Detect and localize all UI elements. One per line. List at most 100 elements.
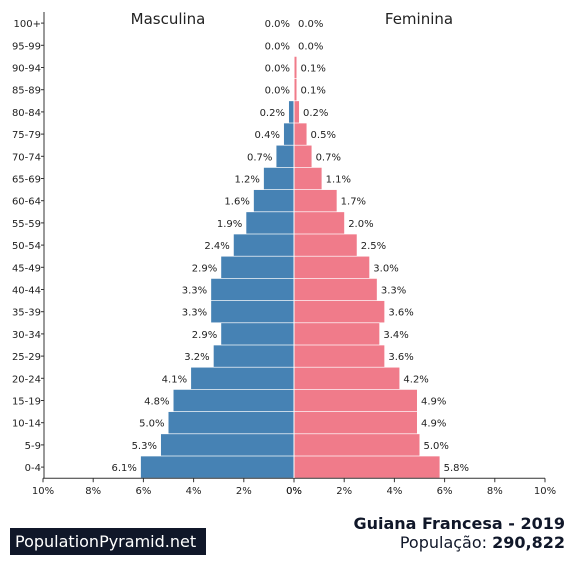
data-label-feminina: 3.6% <box>388 352 413 363</box>
y-tick-label: 20-24 <box>12 374 41 385</box>
y-tick-label: 80-84 <box>12 108 41 119</box>
data-label-feminina: 5.8% <box>444 463 469 474</box>
chart-country-year: Guiana Francesa - 2019 <box>353 514 565 533</box>
bar-feminina <box>294 323 380 345</box>
bar-masculina <box>233 234 294 256</box>
bar-masculina <box>140 456 294 478</box>
x-tick-label: 6% <box>437 486 453 497</box>
y-tick-label: 50-54 <box>12 241 41 252</box>
bar-feminina <box>294 189 337 212</box>
bar-feminina <box>294 256 370 279</box>
population-line: População: 290,822 <box>400 533 565 552</box>
data-label-feminina: 2.0% <box>348 219 373 230</box>
bar-feminina <box>294 234 357 256</box>
series-label-masculina: Masculina <box>131 10 206 28</box>
bar-feminina <box>294 367 400 390</box>
data-label-masculina: 2.9% <box>192 330 217 341</box>
y-tick-label: 0-4 <box>25 463 41 474</box>
y-tick-label: 55-59 <box>12 219 41 230</box>
data-label-masculina: 0.0% <box>265 41 290 52</box>
data-label-feminina: 0.1% <box>301 86 326 97</box>
bar-feminina <box>294 434 420 456</box>
bar-feminina <box>294 167 322 190</box>
bar-masculina <box>213 345 294 367</box>
bar-feminina <box>294 345 385 367</box>
data-label-masculina: 3.2% <box>184 352 209 363</box>
data-label-feminina: 0.0% <box>298 41 323 52</box>
bar-masculina <box>191 367 294 390</box>
bar-feminina <box>294 278 377 301</box>
x-tick-label: 10% <box>534 486 556 497</box>
y-tick-label: 5-9 <box>25 441 41 452</box>
population-label: População: <box>399 533 488 552</box>
brand-text: PopulationPyramid.net <box>15 532 197 551</box>
data-label-feminina: 5.0% <box>424 441 449 452</box>
data-label-masculina: 4.1% <box>162 374 187 385</box>
data-label-masculina: 5.0% <box>139 419 164 430</box>
bar-masculina <box>211 300 294 323</box>
data-label-feminina: 1.7% <box>341 197 366 208</box>
data-label-feminina: 3.0% <box>373 263 398 274</box>
data-label-feminina: 4.9% <box>421 397 446 408</box>
data-label-masculina: 0.2% <box>260 108 285 119</box>
bar-feminina <box>294 145 312 168</box>
data-label-masculina: 4.8% <box>144 397 169 408</box>
data-label-masculina: 0.4% <box>255 130 280 141</box>
data-label-masculina: 6.1% <box>111 463 136 474</box>
data-label-feminina: 4.9% <box>421 419 446 430</box>
data-label-masculina: 2.9% <box>192 263 217 274</box>
bar-masculina <box>263 167 294 190</box>
y-tick-label: 60-64 <box>12 197 41 208</box>
bar-masculina <box>211 278 294 301</box>
brand-badge[interactable]: PopulationPyramid.net <box>10 528 206 555</box>
x-tick-label: 8% <box>85 486 101 497</box>
bar-masculina <box>253 189 294 212</box>
bar-masculina <box>168 411 294 434</box>
y-tick-label: 100+ <box>14 19 41 30</box>
data-label-masculina: 5.3% <box>132 441 157 452</box>
x-tick-label: 2% <box>336 486 352 497</box>
x-tick-label: 8% <box>487 486 503 497</box>
bar-masculina <box>246 212 294 234</box>
y-tick-label: 75-79 <box>12 130 41 141</box>
y-tick-label: 90-94 <box>12 64 41 75</box>
bar-masculina <box>276 145 294 168</box>
data-label-masculina: 3.3% <box>182 308 207 319</box>
bar-masculina <box>283 123 294 145</box>
data-label-masculina: 1.6% <box>224 197 249 208</box>
data-label-feminina: 0.0% <box>298 19 323 30</box>
bar-feminina <box>294 300 385 323</box>
bar-feminina <box>294 78 297 101</box>
y-tick-label: 35-39 <box>12 308 41 319</box>
bar-masculina <box>160 434 294 456</box>
bar-feminina <box>294 212 345 234</box>
bar-masculina <box>173 389 294 412</box>
population-pyramid-chart: Masculina Feminina 100+ 0.0% 0.0% 95-99 0.0% 0.… <box>12 10 556 497</box>
data-label-masculina: 1.2% <box>234 175 259 186</box>
population-value: 290,822 <box>492 533 565 552</box>
y-tick-label: 10-14 <box>12 419 41 430</box>
data-label-masculina: 0.0% <box>265 86 290 97</box>
bar-feminina <box>294 456 440 478</box>
y-tick-label: 15-19 <box>12 397 41 408</box>
data-label-masculina: 1.9% <box>217 219 242 230</box>
data-label-feminina: 4.2% <box>403 374 428 385</box>
bar-masculina <box>221 256 294 279</box>
y-tick-label: 25-29 <box>12 352 41 363</box>
x-tick-label: 4% <box>386 486 402 497</box>
y-tick-label: 95-99 <box>12 41 41 52</box>
data-label-feminina: 3.6% <box>388 308 413 319</box>
data-label-masculina: 0.0% <box>265 19 290 30</box>
data-label-feminina: 3.3% <box>381 286 406 297</box>
y-tick-label: 30-34 <box>12 330 41 341</box>
data-label-feminina: 3.4% <box>383 330 408 341</box>
y-tick-label: 70-74 <box>12 152 41 163</box>
data-label-masculina: 0.0% <box>265 64 290 75</box>
data-label-masculina: 0.7% <box>247 152 272 163</box>
data-label-feminina: 0.7% <box>316 152 341 163</box>
x-tick-label: 0% <box>286 486 302 497</box>
y-tick-label: 45-49 <box>12 263 41 274</box>
y-tick-label: 40-44 <box>12 286 41 297</box>
data-label-feminina: 0.1% <box>301 64 326 75</box>
data-label-feminina: 0.5% <box>311 130 336 141</box>
